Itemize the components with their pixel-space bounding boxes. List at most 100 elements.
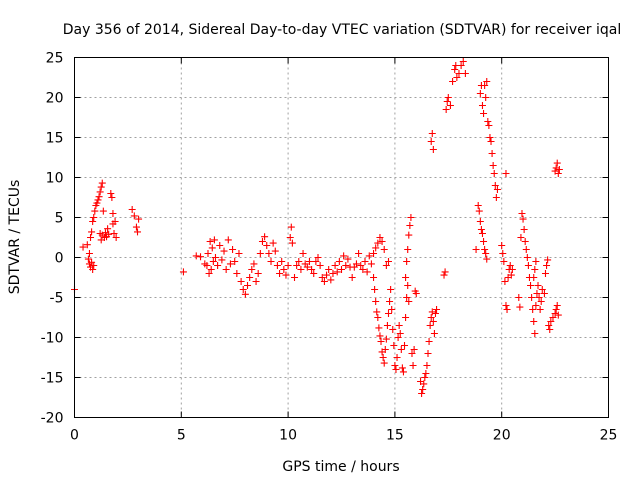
data-point [537,298,545,305]
data-point [428,130,436,137]
data-point [361,258,369,265]
data-point [441,268,449,276]
data-point [484,118,492,125]
data-point [429,146,437,153]
data-point [530,318,538,325]
data-point [237,278,245,285]
data-point [205,270,213,277]
data-point [239,286,247,293]
data-point [431,310,439,317]
data-point [95,193,103,201]
y-tick-label: -5 [50,291,64,307]
data-point [426,322,434,329]
data-point [380,359,388,367]
data-point [211,254,219,261]
data-point [327,276,335,284]
data-point [316,262,324,269]
data-point [278,258,286,265]
data-point [83,241,91,249]
data-point [508,266,516,273]
data-point [89,218,97,225]
data-point [384,310,392,317]
data-point [128,206,136,213]
data-point [222,266,230,273]
data-point [420,380,428,388]
data-point [323,271,331,279]
data-point [355,250,363,257]
data-point [329,270,337,277]
data-point [475,207,483,215]
data-point [444,94,452,101]
data-point [530,274,538,281]
data-point [449,78,457,85]
data-point [534,282,542,289]
data-point [397,346,405,353]
data-point [389,326,397,333]
x-tick-label: 15 [386,428,404,444]
data-point [276,270,284,277]
data-point [481,82,489,89]
data-point [379,354,387,361]
x-tick-label: 25 [600,428,618,444]
data-point [424,350,432,357]
y-tick-label: 10 [46,171,64,187]
y-tick-label: -10 [41,331,64,347]
data-point [203,262,211,269]
data-point [104,225,112,233]
data-point [490,170,498,177]
data-point [553,159,561,167]
data-point [488,150,496,157]
data-point [502,302,510,309]
data-point [377,338,385,345]
data-point [224,236,232,244]
data-point [404,282,412,289]
data-point [79,243,87,251]
data-point [371,286,379,293]
data-point [363,268,371,276]
data-point [533,290,541,297]
data-point [492,194,500,201]
data-point [282,271,290,279]
chart-title: Day 356 of 2014, Sidereal Day-to-day VTE… [63,22,621,38]
data-point [258,238,266,245]
data-point [433,306,441,313]
x-tick-label: 0 [70,428,79,444]
data-point [291,274,299,281]
data-point [421,374,429,381]
data-point [482,94,490,101]
data-point [288,239,296,247]
data-point [214,262,222,269]
data-point [478,102,486,109]
data-point [295,258,303,265]
data-point [375,324,383,332]
data-point [246,274,254,281]
data-point [340,252,348,260]
data-point [481,246,489,253]
data-point [134,228,142,236]
data-point [370,274,378,281]
data-point [207,266,215,273]
data-point [216,242,224,249]
x-axis-label: GPS time / hours [282,459,399,475]
data-point [518,210,526,217]
data-point [472,246,480,253]
data-point [335,258,343,265]
data-point [248,266,256,273]
x-tick-label: 10 [279,428,297,444]
data-point [396,330,404,337]
data-point [395,322,403,329]
data-point [297,266,305,273]
data-point [536,306,544,313]
data-point [233,270,241,277]
data-point [370,250,378,257]
data-point [552,306,560,313]
data-point [383,322,391,329]
data-point [374,239,382,247]
data-point [500,258,508,265]
data-point [135,215,143,223]
data-point [197,253,205,261]
data-point [551,310,559,317]
y-tick-label: 25 [46,51,64,67]
data-point [482,250,490,257]
data-point [241,290,249,298]
